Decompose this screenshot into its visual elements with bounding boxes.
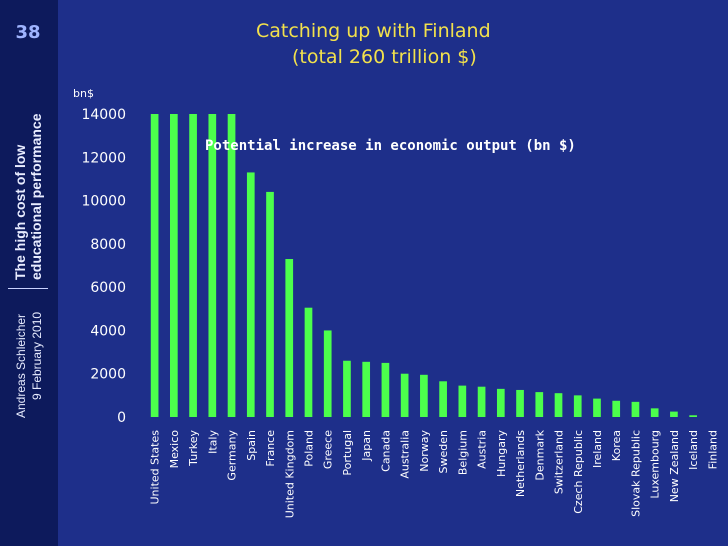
x-tick-label: Sweden xyxy=(437,430,450,473)
bar-united-states xyxy=(150,114,159,417)
bar-australia xyxy=(400,373,409,417)
bar-spain xyxy=(246,172,255,417)
sidebar-panel: 38 The high cost of low educational perf… xyxy=(0,0,58,546)
x-tick-label: New Zealand xyxy=(668,430,681,502)
y-tick-label: 2000 xyxy=(90,367,126,383)
bar-germany xyxy=(227,114,236,417)
bar-mexico xyxy=(170,114,178,417)
bar-norway xyxy=(420,374,428,417)
x-tick-label: United Kingdom xyxy=(283,430,296,518)
chart-title-line2: (total 260 trillion $) xyxy=(292,46,477,68)
y-tick-label: 4000 xyxy=(90,323,126,339)
y-axis-unit-label: bn$ xyxy=(73,87,94,100)
x-tick-label: Japan xyxy=(360,430,373,462)
bar-netherlands xyxy=(516,389,524,417)
bars xyxy=(150,114,697,417)
x-tick-label: Ireland xyxy=(591,430,604,468)
bar-japan xyxy=(362,361,371,417)
x-tick-label: Belgium xyxy=(456,430,469,475)
y-tick-label: 6000 xyxy=(90,280,126,296)
x-tick-label: Mexico xyxy=(168,430,181,469)
bar-slovak-republic xyxy=(631,401,640,417)
y-tick-label: 14000 xyxy=(81,107,126,123)
y-tick-label: 0 xyxy=(117,410,126,426)
y-tick-label: 8000 xyxy=(90,237,126,253)
x-tick-label: United States xyxy=(149,430,162,505)
x-tick-label: Hungary xyxy=(495,430,508,477)
x-tick-label: Switzerland xyxy=(553,430,566,494)
x-tick-label: Turkey xyxy=(187,430,200,467)
bar-denmark xyxy=(535,392,544,417)
x-tick-label: Czech Republic xyxy=(572,430,585,514)
y-axis: 0 2000 4000 6000 8000 10000 12000 14000 xyxy=(81,107,126,426)
x-tick-label: Germany xyxy=(226,430,239,481)
x-tick-label: Spain xyxy=(245,430,258,461)
x-tick-label: Portugal xyxy=(341,430,354,476)
x-tick-label: Greece xyxy=(322,430,335,469)
x-axis-labels: United States Mexico Turkey Italy Germany Spa… xyxy=(149,429,720,518)
bar-italy xyxy=(208,114,217,417)
x-tick-label: Luxembourg xyxy=(649,430,662,499)
bar-belgium xyxy=(458,385,467,417)
x-tick-label: Italy xyxy=(206,430,219,454)
chart-annotation: Potential increase in economic output (b… xyxy=(205,138,576,154)
bar-poland xyxy=(304,307,313,417)
x-tick-label: Finland xyxy=(706,430,719,469)
bar-sweden xyxy=(439,381,447,417)
chart-title-line1: Catching up with Finland xyxy=(256,20,491,42)
bar-iceland xyxy=(689,415,697,417)
x-tick-label: Austria xyxy=(476,430,489,469)
x-tick-label: Slovak Republic xyxy=(629,430,642,517)
bar-united-kingdom xyxy=(285,259,294,417)
bar-new-zealand xyxy=(670,411,678,417)
x-tick-label: France xyxy=(264,430,277,467)
x-tick-label: Netherlands xyxy=(514,430,527,497)
bar-czech-republic xyxy=(573,395,582,417)
bar-turkey xyxy=(189,114,197,417)
side-divider xyxy=(8,288,48,289)
x-tick-label: Australia xyxy=(399,430,412,479)
bar-portugal xyxy=(343,360,351,417)
bar-canada xyxy=(381,362,390,417)
bar-luxembourg xyxy=(650,408,659,417)
bar-greece xyxy=(323,330,332,417)
y-tick-label: 10000 xyxy=(81,194,126,210)
x-tick-label: Poland xyxy=(302,430,315,467)
bar-ireland xyxy=(593,398,601,417)
bar-korea xyxy=(612,400,621,417)
bar-switzerland xyxy=(554,393,563,417)
x-tick-label: Korea xyxy=(610,430,623,461)
slide-number: 38 xyxy=(15,22,41,43)
bar-austria xyxy=(477,386,486,417)
x-tick-label: Denmark xyxy=(533,429,546,480)
x-tick-label: Canada xyxy=(379,430,392,472)
x-tick-label: Norway xyxy=(418,430,431,472)
y-tick-label: 12000 xyxy=(81,150,126,166)
bar-hungary xyxy=(496,388,505,417)
x-tick-label: Iceland xyxy=(687,430,700,470)
bar-france xyxy=(266,191,274,417)
